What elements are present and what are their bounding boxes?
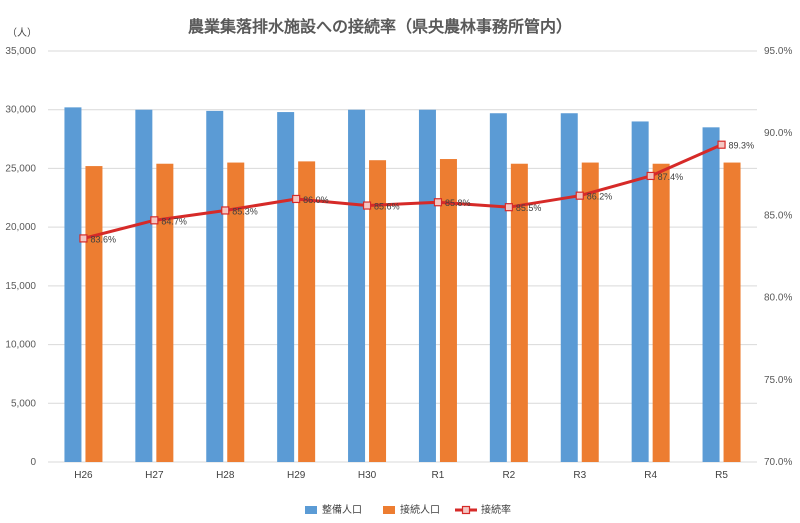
x-tick-label: R1	[432, 470, 445, 481]
y2-tick-label: 95.0%	[764, 46, 792, 57]
rate-data-label: 83.6%	[90, 234, 116, 244]
bars	[64, 107, 741, 463]
legend-swatch	[383, 506, 395, 514]
y-tick-label: 10,000	[5, 340, 36, 351]
y-tick-label: 0	[30, 457, 36, 468]
rate-data-label: 85.5%	[516, 203, 542, 213]
bar-setsuzoku-jinkou	[227, 162, 245, 463]
rate-marker	[575, 191, 584, 200]
rate-marker	[433, 198, 443, 207]
y2-tick-label: 85.0%	[764, 210, 792, 221]
legend-label: 接続人口	[400, 503, 440, 516]
legend-label: 接続率	[481, 503, 511, 516]
rate-data-label: 86.2%	[587, 192, 613, 202]
x-tick-label: H28	[216, 470, 235, 481]
y-tick-label: 30,000	[5, 105, 36, 116]
rate-marker	[79, 234, 88, 243]
rate-marker	[150, 216, 159, 225]
bar-seibi-jinkou	[702, 127, 720, 462]
rate-data-label: 84.7%	[161, 216, 187, 226]
bar-seibi-jinkou	[277, 112, 295, 462]
bar-setsuzoku-jinkou	[298, 161, 316, 462]
rate-marker	[221, 206, 230, 215]
rate-line-layer: 83.6% 84.7% 85.3% 86.0% 85.6% 85.8% 85.5% 86.2%…	[79, 140, 755, 244]
y2-tick-label: 90.0%	[764, 128, 792, 139]
legend-marker	[461, 505, 471, 515]
rate-data-label: 87.4%	[658, 172, 684, 182]
y-tick-label: 5,000	[11, 398, 36, 409]
bar-setsuzoku-jinkou	[156, 163, 174, 462]
y2-tick-label: 70.0%	[764, 457, 792, 468]
x-tick-label: R5	[715, 470, 728, 481]
bar-setsuzoku-jinkou	[85, 166, 103, 462]
chart-title: 農業集落排水施設への接続率（県央農林事務所管内）	[188, 17, 572, 36]
legend-item-rate: 接続率	[455, 503, 511, 516]
bar-setsuzoku-jinkou	[369, 160, 387, 463]
bar-seibi-jinkou	[418, 109, 436, 462]
bar-setsuzoku-jinkou	[510, 163, 528, 462]
rate-data-label: 86.0%	[303, 195, 329, 205]
bar-seibi-jinkou	[135, 109, 153, 462]
bar-setsuzoku-jinkou	[439, 159, 457, 462]
y-axis-unit-label: （人）	[7, 27, 37, 39]
x-tick-label: R2	[502, 470, 515, 481]
legend: 整備人口 接続人口 接続率	[305, 503, 511, 516]
bar-seibi-jinkou	[206, 110, 224, 462]
y-tick-label: 20,000	[5, 222, 36, 233]
rate-data-label: 89.3%	[729, 141, 755, 151]
rate-marker	[717, 140, 726, 149]
x-tick-label: R3	[573, 470, 586, 481]
x-tick-label: H29	[287, 470, 306, 481]
rate-data-label: 85.8%	[445, 198, 471, 208]
bar-setsuzoku-jinkou	[723, 162, 741, 463]
bar-seibi-jinkou	[348, 109, 366, 462]
legend-label: 整備人口	[322, 503, 362, 516]
rate-marker	[646, 171, 655, 181]
rate-marker	[504, 203, 513, 212]
y2-tick-label: 80.0%	[764, 293, 792, 304]
rate-data-label: 85.3%	[232, 206, 258, 216]
legend-item-setsuzoku: 接続人口	[383, 503, 440, 516]
bar-setsuzoku-jinkou	[581, 162, 599, 463]
x-tick-label: R4	[644, 470, 657, 481]
bar-seibi-jinkou	[560, 113, 578, 462]
x-tick-label: H26	[74, 470, 93, 481]
y-tick-label: 25,000	[5, 163, 36, 174]
rate-marker	[292, 194, 301, 204]
x-tick-label: H27	[145, 470, 164, 481]
x-tick-label: H30	[358, 470, 377, 481]
axes: 0 5,000 10,000 15,000 20,000 25,000 30,000 35,0…	[5, 46, 792, 481]
y-tick-label: 15,000	[5, 281, 36, 292]
bar-seibi-jinkou	[489, 113, 507, 462]
rate-line	[83, 143, 723, 240]
y-tick-label: 35,000	[5, 46, 36, 57]
bar-seibi-jinkou	[64, 107, 82, 462]
y2-tick-label: 75.0%	[764, 375, 792, 386]
bar-setsuzoku-jinkou	[652, 163, 670, 462]
bar-seibi-jinkou	[631, 121, 649, 462]
legend-item-seibi: 整備人口	[305, 503, 362, 516]
gridlines	[48, 50, 757, 463]
rate-marker	[362, 201, 372, 210]
legend-swatch	[305, 506, 317, 514]
rate-data-label: 85.6%	[374, 202, 400, 212]
